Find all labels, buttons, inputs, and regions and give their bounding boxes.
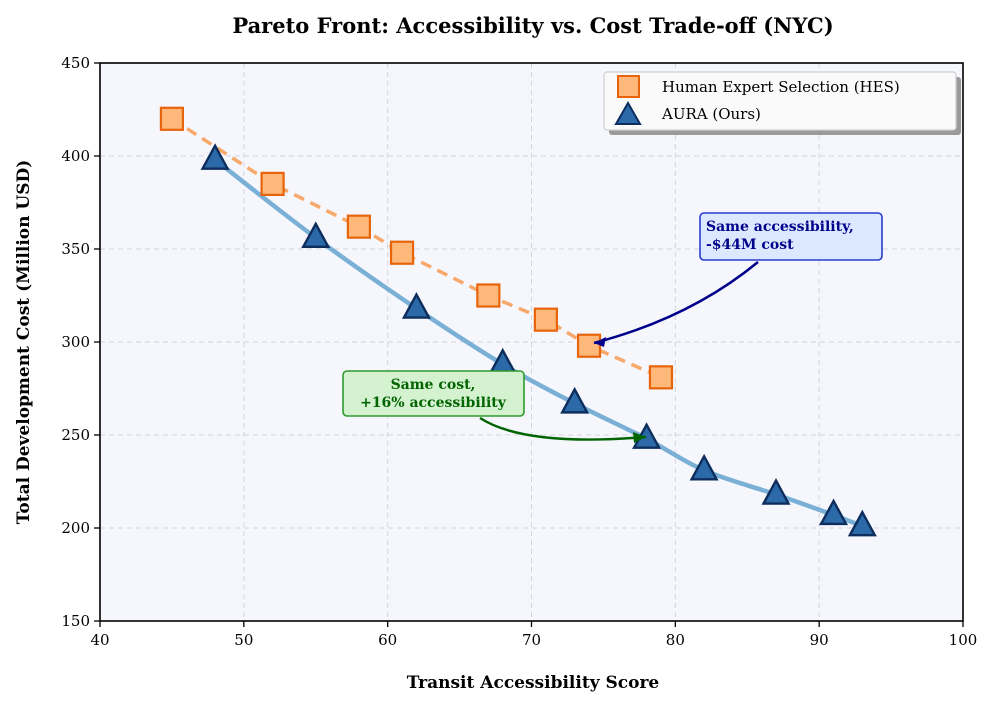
aura-point (847, 509, 877, 537)
annotation-arrow-cost (479, 416, 647, 441)
y-tick-label: 200 (61, 519, 90, 537)
aura-point (761, 478, 791, 505)
annotations: Same accessibility, -$44M cost Same cost… (342, 212, 883, 443)
aura-point (560, 386, 590, 414)
annotation-box-cost (342, 370, 525, 417)
x-axis-label: Transit Accessibility Score (407, 673, 660, 693)
hes-point (260, 171, 285, 196)
aura-point (689, 453, 719, 481)
aura-point (819, 498, 849, 526)
hes-point (533, 307, 558, 332)
annotation-text-cost-2: +16% accessibility (360, 395, 507, 411)
aura-point (200, 143, 230, 170)
axis-ticks: 40 50 60 70 80 90 100 150 200 250 300 350 400 450 (61, 54, 977, 649)
hes-point (346, 214, 371, 239)
annotation-text-accessibility-1: Same accessibility, (706, 219, 854, 235)
hes-point (159, 106, 185, 131)
aura-point (301, 221, 331, 249)
y-tick-label: 450 (61, 54, 90, 72)
y-tick-label: 350 (61, 240, 90, 258)
series-line-hes (170, 117, 662, 379)
x-tick-label: 80 (666, 631, 685, 649)
y-axis-label: Total Development Cost (Million USD) (14, 160, 34, 525)
legend: Human Expert Selection (HES) AURA (Ours) (603, 71, 957, 131)
hes-point (648, 365, 674, 390)
annotation-text-cost-1: Same cost, (391, 377, 476, 393)
aura-point (401, 292, 431, 319)
legend-label-hes: Human Expert Selection (HES) (662, 78, 900, 96)
y-tick-label: 150 (61, 612, 90, 630)
series-markers (159, 106, 877, 537)
y-tick-label: 300 (61, 333, 90, 351)
legend-box (603, 71, 957, 131)
x-tick-label: 70 (522, 631, 541, 649)
legend-marker-aura (614, 100, 642, 125)
legend-marker-hes (617, 75, 640, 98)
chart-title: Pareto Front: Accessibility vs. Cost Tra… (232, 13, 833, 38)
legend-label-aura: AURA (Ours) (661, 105, 761, 123)
annotation-text-accessibility-2: -$44M cost (706, 237, 794, 253)
y-tick-label: 250 (61, 426, 90, 444)
grid (100, 63, 963, 621)
y-tick-label: 400 (61, 147, 90, 165)
hes-point (576, 333, 602, 358)
x-tick-label: 60 (378, 631, 397, 649)
annotation-arrowhead-cost (633, 432, 646, 443)
x-tick-label: 90 (810, 631, 829, 649)
hes-point (389, 240, 415, 265)
hes-point (476, 283, 501, 308)
x-tick-label: 100 (949, 631, 978, 649)
annotation-box-accessibility (699, 212, 883, 261)
annotation-arrow-accessibility (593, 261, 759, 345)
x-tick-label: 50 (234, 631, 253, 649)
annotation-arrowhead-accessibility (594, 337, 606, 347)
x-tick-label: 40 (90, 631, 109, 649)
